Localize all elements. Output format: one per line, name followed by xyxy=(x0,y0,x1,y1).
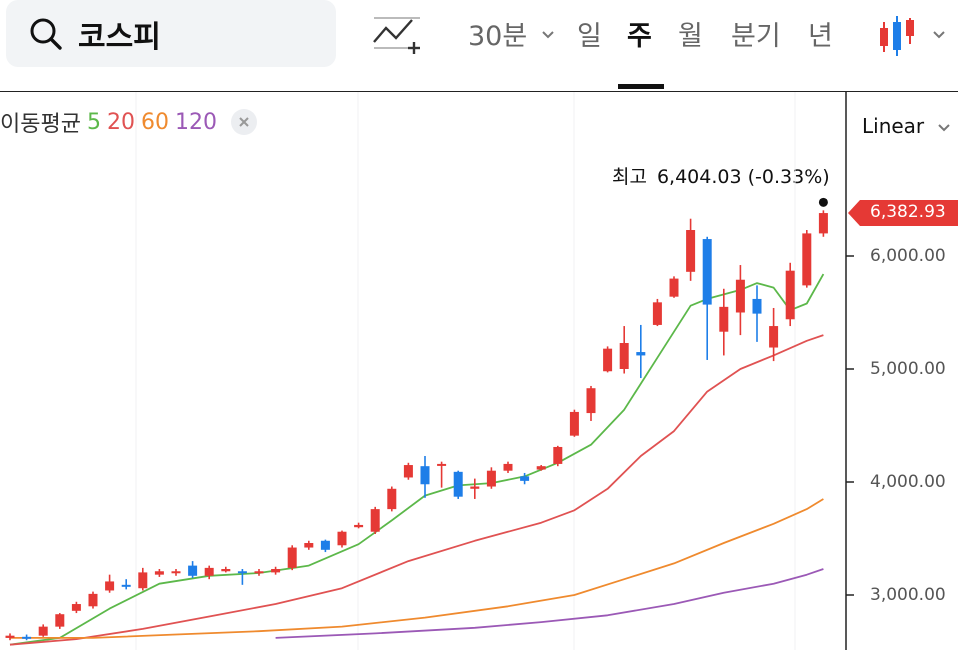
search-icon xyxy=(30,18,62,50)
scale-value: Linear xyxy=(862,114,925,138)
ma-line-120 xyxy=(275,568,824,639)
candle-body xyxy=(88,593,98,607)
current-price: 6,382.93 xyxy=(870,202,946,222)
high-label-value: 6,404.03 (-0.33%) xyxy=(656,166,830,188)
y-tick-label: 5,000.00 xyxy=(870,359,946,379)
search-box[interactable]: 코스피 xyxy=(6,0,336,67)
tab-year[interactable]: 년 xyxy=(808,21,833,52)
candle-body xyxy=(686,230,696,272)
ma-5: 5 xyxy=(86,109,101,135)
tab-quarter[interactable]: 분기 xyxy=(731,21,781,52)
candle-body xyxy=(603,348,613,372)
candle-body xyxy=(619,343,629,369)
candle-body xyxy=(403,465,413,478)
candle-body xyxy=(586,388,596,414)
candle-body xyxy=(287,547,297,568)
candle-body xyxy=(652,302,662,325)
candle-body xyxy=(304,543,314,548)
candle-body xyxy=(22,636,32,639)
high-marker xyxy=(818,197,828,207)
top-toolbar: 코스피 30분 일 주 월 분기 년 xyxy=(0,0,958,92)
tab-day[interactable]: 일 xyxy=(577,21,602,52)
candle-body xyxy=(437,463,447,466)
candle-body xyxy=(470,486,480,489)
chevron-down-icon[interactable] xyxy=(932,30,946,40)
ma-20: 20 xyxy=(106,109,135,135)
candle-body xyxy=(171,571,181,574)
candle-body xyxy=(121,584,131,587)
close-ma-button[interactable] xyxy=(230,109,257,135)
y-tick-label: 4,000.00 xyxy=(870,472,946,492)
high-label: 최고 6,404.03 (-0.33%) xyxy=(612,162,830,189)
candle-body xyxy=(453,471,463,497)
candle-body xyxy=(254,571,264,574)
candle-body xyxy=(702,239,712,305)
candle-body xyxy=(818,213,828,234)
candle-body xyxy=(486,470,496,487)
ma-line-20 xyxy=(9,334,824,646)
ma-120: 120 xyxy=(174,109,217,135)
y-tick-label: 3,000.00 xyxy=(870,585,946,605)
add-indicator-icon[interactable] xyxy=(370,12,424,56)
candle-body xyxy=(221,569,231,572)
candle-body xyxy=(752,298,762,314)
ma-legend-label: 이동평균 xyxy=(0,112,81,137)
candle-body xyxy=(785,270,795,320)
candle-body xyxy=(802,233,812,286)
candle-body xyxy=(154,571,164,575)
scale-select[interactable]: Linear xyxy=(862,114,951,138)
candle-body xyxy=(536,466,546,470)
candle-body xyxy=(520,476,530,481)
tab-30min[interactable]: 30분 xyxy=(468,21,528,52)
candle-body xyxy=(204,567,214,576)
high-label-title: 최고 xyxy=(612,166,647,188)
tab-week[interactable]: 주 xyxy=(627,21,652,52)
grid-lines xyxy=(135,92,854,650)
current-price-tag: 6,382.93 xyxy=(848,200,958,226)
candle-body xyxy=(188,565,198,576)
candle-body xyxy=(636,352,646,356)
candle-body xyxy=(5,635,15,638)
candle-body xyxy=(354,524,364,528)
candle-body xyxy=(105,581,115,591)
price-tag-shape xyxy=(848,200,958,226)
candle-body xyxy=(38,626,48,636)
candlestick-type-icon[interactable] xyxy=(876,14,918,58)
candle-body xyxy=(237,571,247,574)
moving-average-lines xyxy=(9,273,825,646)
candle-body xyxy=(370,509,380,532)
candle-body xyxy=(387,488,397,510)
ma-line-5 xyxy=(9,273,825,646)
candle-body xyxy=(271,569,281,573)
candle-body xyxy=(569,411,579,436)
y-tick-label: 6,000.00 xyxy=(870,246,946,266)
chevron-down-icon xyxy=(937,124,950,132)
close-icon xyxy=(239,117,249,127)
candle-body xyxy=(553,446,563,464)
chevron-down-icon[interactable] xyxy=(541,30,555,40)
candlesticks xyxy=(5,210,828,641)
candle-body xyxy=(71,604,81,611)
active-tab-underline xyxy=(618,84,664,89)
candle-body xyxy=(719,306,729,332)
search-query: 코스피 xyxy=(78,19,161,55)
candle-body xyxy=(337,531,347,546)
candle-body xyxy=(503,463,513,471)
candle-body xyxy=(769,326,779,348)
candle-body xyxy=(735,279,745,313)
ma-line-60 xyxy=(10,498,824,639)
candle-body xyxy=(669,278,679,297)
price-chart[interactable] xyxy=(0,92,958,650)
ma-60: 60 xyxy=(140,109,169,135)
candle-body xyxy=(420,466,430,485)
candle-body xyxy=(138,572,148,589)
ma-legend: 이동평균 5 20 60 120 xyxy=(0,106,257,138)
tab-month[interactable]: 월 xyxy=(678,21,703,52)
candle-body xyxy=(320,540,330,550)
candle-body xyxy=(55,614,65,627)
